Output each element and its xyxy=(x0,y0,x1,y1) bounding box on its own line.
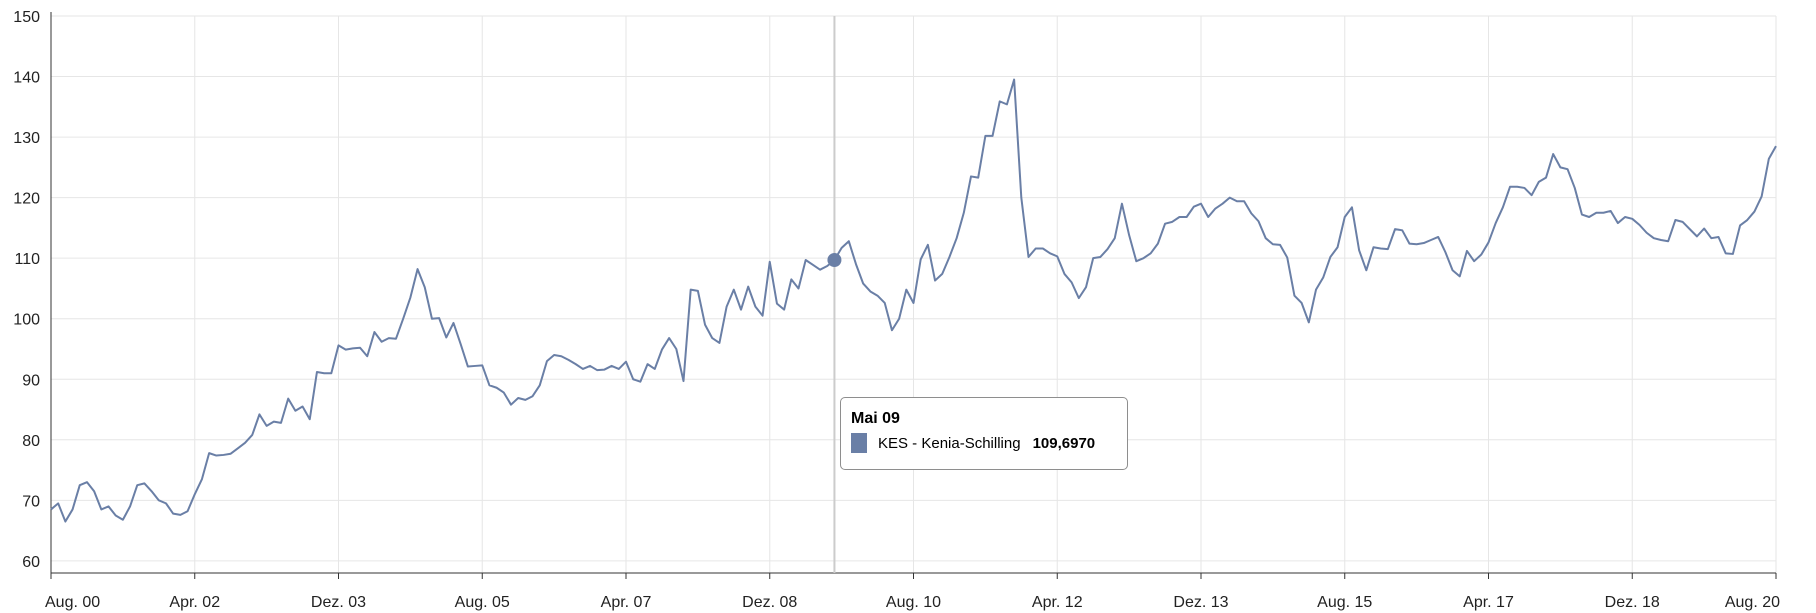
tooltip-series-swatch xyxy=(851,433,867,453)
x-tick-label: Apr. 17 xyxy=(1463,594,1514,611)
x-tick-label: Apr. 07 xyxy=(601,594,652,611)
x-tick-label: Dez. 13 xyxy=(1173,594,1228,611)
x-tick-label: Dez. 18 xyxy=(1605,594,1660,611)
grid-lines xyxy=(50,15,1777,573)
y-tick-label: 90 xyxy=(22,372,40,389)
x-tick-label: Dez. 08 xyxy=(742,594,797,611)
tooltip-row: KES - Kenia-Schilling 109,6970 xyxy=(851,433,1127,453)
y-tick-label: 110 xyxy=(14,251,40,268)
y-tick-label: 100 xyxy=(13,312,40,329)
y-tick-label: 60 xyxy=(22,554,40,571)
series-line-kes[interactable] xyxy=(50,78,1777,523)
y-axis: 60 70 80 90 100 110 120 130 140 150 xyxy=(13,9,52,573)
y-tick-label: 70 xyxy=(22,493,40,510)
x-tick-label: Aug. 15 xyxy=(1317,594,1372,611)
tooltip-value: 109,6970 xyxy=(1032,434,1096,452)
x-tick-label: Apr. 02 xyxy=(169,594,220,611)
hover-point-marker[interactable] xyxy=(827,253,842,268)
x-tick-label: Apr. 12 xyxy=(1032,594,1083,611)
y-tick-label: 150 xyxy=(13,9,40,26)
y-tick-label: 140 xyxy=(13,70,40,87)
x-tick-label: Aug. 10 xyxy=(886,594,941,611)
x-tick-label: Aug. 00 xyxy=(45,594,100,611)
x-axis: Aug. 00 Apr. 02 Dez. 03 Aug. 05 Apr. 07 Dez. … xyxy=(45,572,1780,611)
y-tick-label: 120 xyxy=(13,191,40,208)
y-tick-label: 130 xyxy=(13,130,40,147)
tooltip-series-name: KES - Kenia-Schilling xyxy=(878,434,1021,452)
x-tick-label: Dez. 03 xyxy=(311,594,366,611)
tooltip-date: Mai 09 xyxy=(851,410,900,427)
x-tick-label: Aug. 20 xyxy=(1725,594,1780,611)
hover-tooltip: Mai 09 KES - Kenia-Schilling 109,6970 xyxy=(840,397,1128,470)
x-tick-label: Aug. 05 xyxy=(455,594,510,611)
y-tick-label: 80 xyxy=(22,433,40,450)
